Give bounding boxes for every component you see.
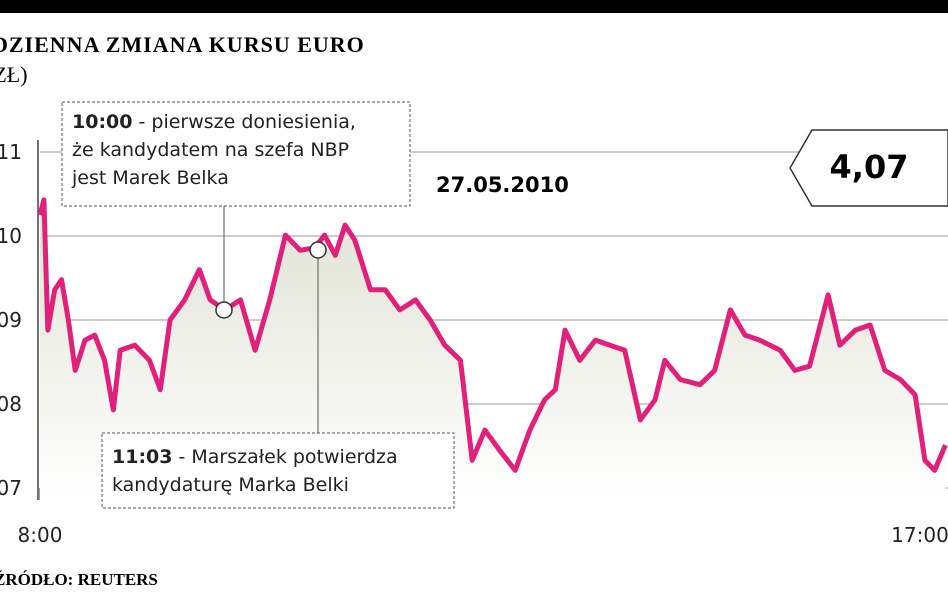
annotations: 10:00 - pierwsze doniesienia, że kandydate… xyxy=(71,111,398,496)
y-tick-label: 4,09 xyxy=(0,308,22,332)
annotation-text: - pierwsze doniesienia, xyxy=(138,111,355,133)
y-tick-label: 4,11 xyxy=(0,140,22,164)
plot: 4,11 4,10 4,09 4,08 4,07 8:00 17:00 xyxy=(0,140,948,547)
annotation-time: 10:00 xyxy=(72,111,132,133)
event-marker xyxy=(309,241,327,259)
annotation-box xyxy=(101,432,455,509)
annotation-time: 11:03 xyxy=(112,446,172,468)
subtitle: (ZŁ) xyxy=(0,62,28,87)
source: ŹRÓDŁO: REUTERS xyxy=(0,570,158,589)
callout-value: 4,07 xyxy=(830,148,909,186)
date: 27.05.2010 xyxy=(436,173,569,197)
x-tick-label: 8:00 xyxy=(18,523,63,547)
event-marker xyxy=(215,301,233,319)
annotation-box xyxy=(61,101,411,207)
line xyxy=(37,197,948,473)
chart-title: DZIENNA ZMIANA KURSU EURO xyxy=(0,32,365,57)
annotation-text: - Marszałek potwierdza xyxy=(178,446,397,468)
top-bar xyxy=(0,0,948,13)
y-tick-label: 4,07 xyxy=(0,476,22,500)
annotation-line: kandydaturę Marka Belki xyxy=(112,474,349,496)
y-tick-label: 4,08 xyxy=(0,392,22,416)
y-tick-label: 4,10 xyxy=(0,224,22,248)
x-tick-label: 17:00 xyxy=(891,523,948,547)
annotation-line: jest Marek Belka xyxy=(71,167,229,189)
annotation-line: 11:03 - Marszałek potwierdza xyxy=(112,446,398,468)
area xyxy=(40,199,946,501)
annotation-line: że kandydatem na szefa NBP xyxy=(72,139,349,161)
callout-box xyxy=(789,129,948,207)
annotation-line: 10:00 - pierwsze doniesienia, xyxy=(72,111,356,133)
